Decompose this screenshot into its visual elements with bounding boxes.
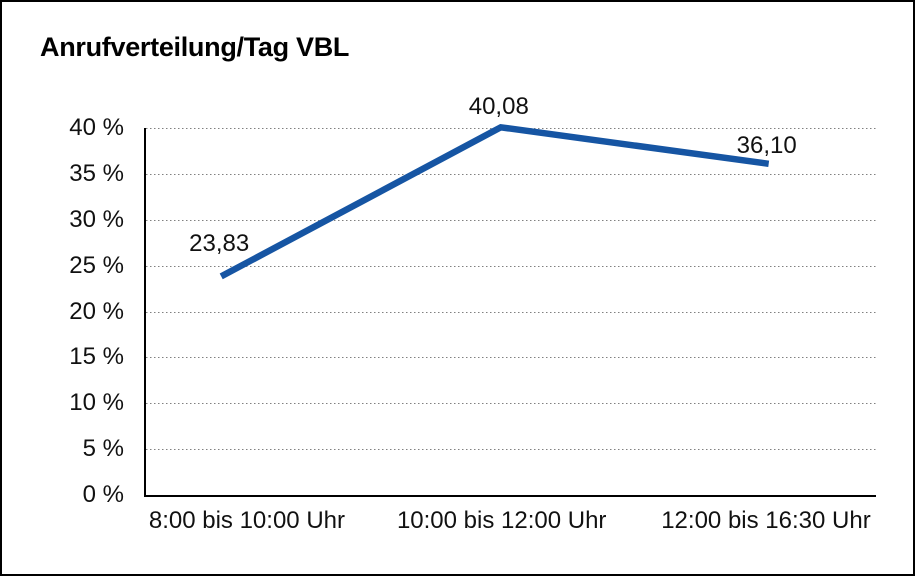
x-axis-category-label: 10:00 bis 12:00 Uhr: [396, 507, 607, 534]
y-axis-tick-label: 5 %: [82, 435, 124, 463]
y-axis-tick-label: 35 %: [69, 159, 124, 187]
chart-title: Anrufverteilung/Tag VBL: [40, 32, 350, 62]
data-series-line: [219, 123, 770, 280]
y-axis-tick-label: 25 %: [69, 251, 124, 279]
plot-area: [144, 123, 876, 497]
y-axis-tick-label: 40 %: [69, 114, 124, 141]
y-axis-tick-label: 10 %: [69, 389, 124, 417]
data-point-label: 36,10: [736, 131, 797, 159]
data-point-label: 23,83: [189, 230, 250, 258]
x-axis-category-label: 12:00 bis 16:30 Uhr: [661, 507, 871, 534]
line-chart-svg: [146, 123, 876, 450]
data-point-label: 40,08: [468, 93, 529, 121]
y-axis-tick-label: 15 %: [69, 343, 124, 371]
y-axis-tick-label: 20 %: [69, 297, 124, 325]
y-axis-tick-label: 30 %: [69, 205, 124, 233]
x-axis-category-label: 8:00 bis 10:00 Uhr: [148, 507, 345, 534]
y-axis-tick-label: 0 %: [82, 481, 124, 508]
